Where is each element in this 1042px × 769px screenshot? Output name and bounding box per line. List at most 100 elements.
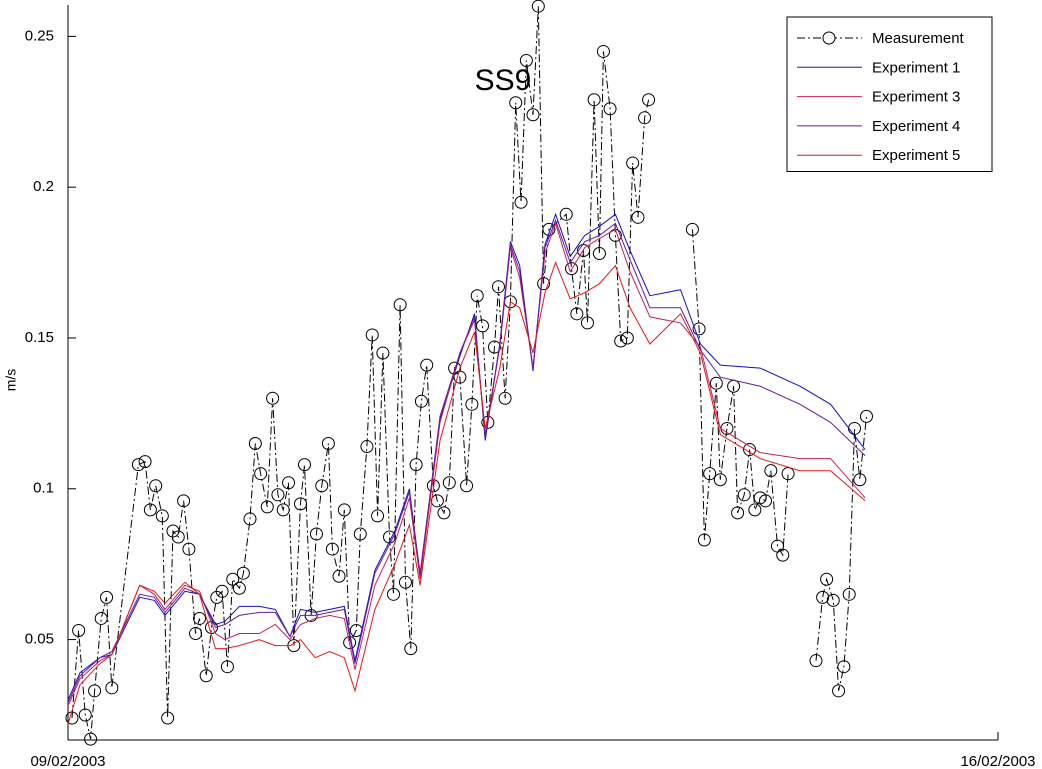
data-point [509, 96, 523, 110]
data-point [161, 711, 175, 725]
data-point [414, 394, 428, 408]
data-point [465, 397, 479, 411]
data-point [842, 587, 856, 601]
data-point [232, 581, 246, 595]
data-point [94, 611, 108, 625]
data-point [149, 479, 163, 493]
data-point [542, 222, 556, 236]
data-point [387, 587, 400, 601]
data-point [487, 340, 501, 354]
data-point [177, 494, 191, 508]
data-point [398, 575, 412, 589]
legend-marker [822, 31, 836, 45]
data-point [809, 654, 823, 668]
data-point [72, 624, 86, 638]
data-point [248, 437, 262, 451]
legend-label: Experiment 5 [872, 147, 960, 164]
data-point [832, 684, 846, 698]
data-point [437, 506, 451, 520]
data-point [309, 527, 323, 541]
data-point [587, 93, 601, 107]
data-point [859, 409, 873, 423]
data-point [731, 506, 745, 520]
data-point [171, 530, 185, 544]
series-line [67, 221, 866, 707]
data-point [453, 370, 467, 384]
data-point [393, 298, 407, 312]
data-point [353, 527, 367, 541]
data-point [266, 391, 280, 405]
data-point [519, 53, 533, 67]
data-point [78, 708, 92, 722]
data-point [748, 503, 762, 517]
data-point [491, 280, 505, 294]
data-point [853, 473, 867, 487]
series-line [67, 218, 866, 704]
data-point [360, 440, 374, 454]
data-point [236, 566, 250, 580]
data-point [460, 479, 474, 493]
data-point [420, 358, 434, 372]
data-point [199, 669, 213, 683]
data-point [215, 584, 229, 598]
data-point [576, 244, 590, 258]
data-point [294, 497, 307, 511]
data-point [559, 207, 573, 221]
y-tick-label: 0.1 [33, 480, 54, 497]
data-point [685, 222, 699, 236]
data-point [371, 509, 385, 523]
data-point [260, 500, 274, 514]
data-point [638, 111, 652, 125]
data-point [105, 681, 119, 695]
data-point [470, 289, 484, 303]
data-point [614, 334, 628, 348]
data-point [383, 530, 397, 544]
data-point [271, 488, 285, 502]
data-point [759, 494, 772, 508]
data-point [737, 488, 751, 502]
data-point [189, 627, 203, 641]
data-point [254, 467, 268, 481]
data-point [820, 572, 834, 586]
x-tick-label: 16/02/2003 [960, 753, 1035, 769]
data-point [703, 467, 717, 481]
data-point [243, 512, 257, 526]
data-point [626, 156, 640, 170]
data-point [603, 102, 617, 116]
y-axis-label: m/s [3, 369, 19, 392]
data-point [781, 467, 795, 481]
legend-label: Experiment 3 [872, 89, 960, 106]
data-point [498, 391, 512, 405]
data-point [442, 476, 456, 490]
y-tick-label: 0.15 [25, 329, 54, 346]
data-point [376, 346, 390, 360]
data-point [642, 93, 656, 107]
data-point [131, 458, 145, 472]
legend-label: Measurement [872, 30, 965, 47]
data-point [297, 458, 311, 472]
data-point [526, 108, 540, 122]
series-line [67, 261, 866, 725]
data-point [826, 593, 840, 607]
data-point [337, 503, 351, 517]
data-point [84, 732, 98, 746]
data-point [155, 509, 169, 523]
data-point [713, 473, 727, 487]
data-point [365, 328, 379, 342]
data-point [531, 0, 545, 13]
data-point [409, 458, 423, 472]
data-point [697, 533, 711, 547]
data-point [332, 569, 346, 583]
data-point [596, 44, 610, 58]
data-point [220, 660, 234, 674]
legend-box [786, 16, 993, 172]
data-point [565, 262, 579, 276]
data-point [776, 548, 790, 562]
data-point [692, 322, 706, 336]
data-point [837, 660, 851, 674]
data-point [592, 247, 606, 261]
series-line [71, 6, 867, 740]
legend-label: Experiment 1 [872, 59, 960, 76]
data-point [476, 319, 490, 333]
